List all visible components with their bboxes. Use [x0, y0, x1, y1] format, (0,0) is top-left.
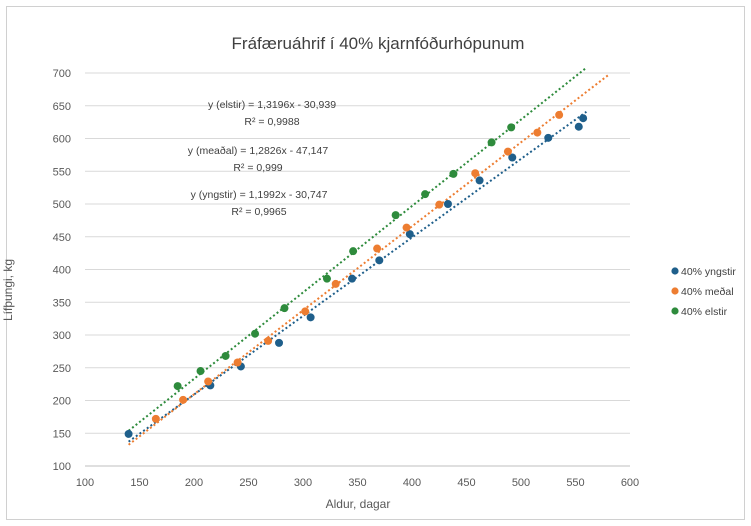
x-tick-500: 500 — [512, 477, 530, 489]
point-elstir-2 — [221, 351, 230, 360]
grid-lines — [85, 72, 630, 467]
y-tick-200: 200 — [53, 396, 71, 408]
legend-marker-yngstir — [671, 267, 679, 275]
point-elstir-0 — [173, 382, 182, 391]
x-tick-300: 300 — [294, 477, 312, 489]
point-elstir-1 — [196, 367, 205, 376]
point-elstir-7 — [391, 211, 400, 220]
point-yngstir-0 — [124, 429, 133, 438]
point-medal-2 — [204, 377, 213, 386]
y-tick-400: 400 — [53, 265, 71, 277]
legend-marker-medal — [671, 287, 679, 295]
point-yngstir-10 — [508, 153, 517, 162]
point-medal-1 — [179, 395, 188, 404]
point-medal-7 — [373, 244, 382, 253]
point-yngstir-3 — [275, 338, 284, 347]
equation-medal: y (meaðal) = 1,2826x - 47,147 — [188, 145, 329, 157]
legend-label-yngstir: 40% yngstir — [681, 266, 736, 278]
point-elstir-6 — [349, 247, 358, 256]
r2-yngstir: R² = 0,9965 — [231, 206, 286, 218]
point-medal-11 — [503, 147, 512, 156]
point-yngstir-12 — [574, 122, 583, 131]
point-medal-13 — [555, 110, 564, 119]
point-medal-3 — [233, 358, 242, 367]
y-tick-labels: 100 150 200 250 300 350 400 450 500 550 600 650 700 — [53, 68, 71, 473]
y-tick-100: 100 — [53, 461, 71, 473]
point-yngstir-6 — [375, 256, 384, 265]
point-elstir-11 — [507, 123, 516, 132]
legend-label-medal: 40% meðal — [681, 286, 734, 298]
point-medal-10 — [471, 169, 480, 178]
point-medal-6 — [331, 279, 340, 288]
y-tick-450: 450 — [53, 232, 71, 244]
point-elstir-8 — [421, 190, 430, 199]
point-medal-12 — [533, 128, 542, 137]
y-tick-300: 300 — [53, 330, 71, 342]
x-tick-250: 250 — [239, 477, 257, 489]
point-elstir-9 — [449, 169, 458, 178]
point-yngstir-4 — [306, 313, 315, 322]
x-tick-200: 200 — [185, 477, 203, 489]
x-tick-550: 550 — [566, 477, 584, 489]
point-elstir-4 — [280, 304, 289, 313]
r2-elstir: R² = 0,9988 — [244, 116, 299, 128]
y-tick-600: 600 — [53, 134, 71, 146]
point-elstir-10 — [487, 138, 496, 147]
y-tick-650: 650 — [53, 101, 71, 113]
y-tick-500: 500 — [53, 199, 71, 211]
point-yngstir-9 — [475, 176, 484, 185]
point-medal-0 — [151, 414, 160, 423]
x-tick-600: 600 — [621, 477, 639, 489]
x-tick-350: 350 — [348, 477, 366, 489]
y-tick-550: 550 — [53, 166, 71, 178]
legend-label-elstir: 40% elstir — [681, 306, 728, 318]
point-yngstir-7 — [405, 230, 414, 239]
point-yngstir-11 — [544, 133, 553, 142]
r2-medal: R² = 0,999 — [233, 162, 282, 174]
point-medal-8 — [402, 223, 411, 232]
y-axis-label: Lífþungi, kg — [1, 259, 15, 321]
point-medal-5 — [301, 307, 310, 316]
point-yngstir-5 — [348, 274, 357, 283]
y-tick-350: 350 — [53, 297, 71, 309]
equation-yngstir: y (yngstir) = 1,1992x - 30,747 — [191, 189, 328, 201]
y-tick-700: 700 — [53, 68, 71, 80]
equation-elstir: y (elstir) = 1,3196x - 30,939 — [208, 99, 336, 111]
x-tick-400: 400 — [403, 477, 421, 489]
y-tick-250: 250 — [53, 363, 71, 375]
legend: 40% yngstir 40% meðal 40% elstir — [671, 266, 736, 318]
trendlines — [127, 66, 609, 446]
x-tick-100: 100 — [76, 477, 94, 489]
y-tick-150: 150 — [53, 428, 71, 440]
point-yngstir-8 — [443, 200, 452, 208]
x-tick-labels: 100 150 200 250 300 350 400 450 500 550 600 — [76, 477, 639, 489]
x-tick-450: 450 — [457, 477, 475, 489]
point-medal-9 — [435, 200, 444, 209]
x-axis-label: Aldur, dagar — [326, 497, 391, 511]
legend-marker-elstir — [671, 307, 679, 315]
x-tick-150: 150 — [130, 477, 148, 489]
trendline-elstir — [127, 66, 588, 432]
chart-title: Fráfæruáhrif í 40% kjarnfóðurhópunum — [232, 34, 525, 53]
data-points — [124, 110, 588, 438]
point-elstir-5 — [322, 274, 331, 283]
point-elstir-3 — [251, 329, 260, 338]
point-yngstir-13 — [579, 114, 588, 123]
point-medal-4 — [264, 336, 273, 345]
